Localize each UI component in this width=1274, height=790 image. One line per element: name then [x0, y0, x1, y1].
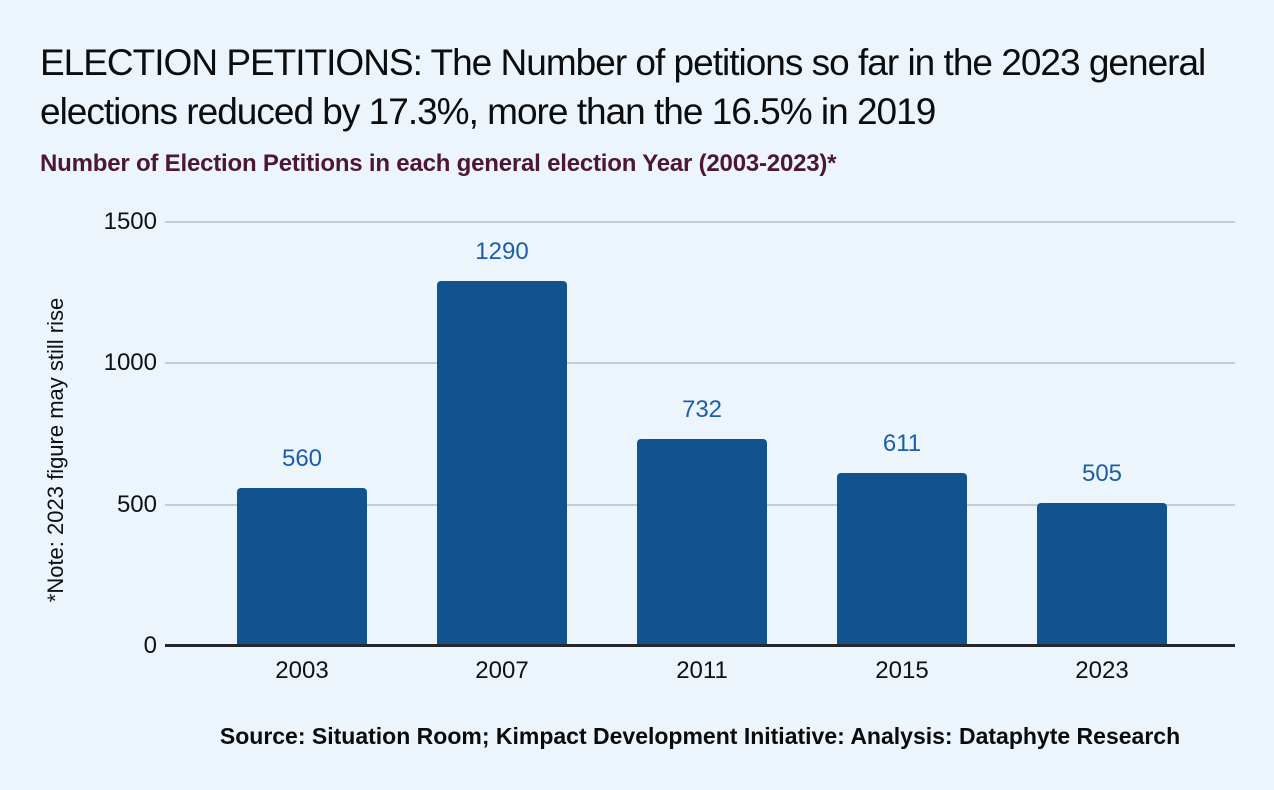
bar-value-label-2007: 1290	[475, 238, 529, 266]
bar-2007	[437, 281, 567, 646]
x-tick-label-2023: 2023	[1075, 657, 1129, 684]
bar-2011	[637, 439, 767, 646]
x-tick-label-2007: 2007	[475, 657, 529, 684]
bar-2015	[837, 473, 967, 646]
bar-value-label-2023: 505	[1081, 460, 1123, 488]
bar-2003	[237, 487, 367, 646]
y-tick-label-0: 0	[143, 632, 157, 659]
chart-headline: ELECTION PETITIONS: The Number of petiti…	[40, 42, 1206, 132]
y-tick-label-1500: 1500	[103, 208, 157, 235]
bar-value-label-2003: 560	[281, 444, 323, 472]
chart-subtitle: Number of Election Petitions in each gen…	[40, 150, 837, 177]
gridline-1000	[165, 362, 1235, 365]
bar-chart-plot-area: 560 2003 1290 2007 732 2011 611 2015 505 2023	[165, 221, 1235, 684]
x-tick-label-2011: 2011	[676, 657, 728, 684]
bar-value-label-2011: 732	[681, 396, 723, 424]
y-tick-label-500: 500	[116, 490, 157, 518]
bar-value-label-2015: 611	[882, 430, 922, 458]
x-axis-baseline	[165, 644, 1235, 647]
source-attribution: Source: Situation Room; Kimpact Developm…	[219, 723, 1181, 749]
x-tick-label-2003: 2003	[275, 657, 329, 684]
y-tick-label-1000: 1000	[103, 349, 157, 377]
bar-2023	[1037, 503, 1167, 646]
y-axis-tick-labels: 0 500 1000 1500	[0, 209, 157, 659]
x-tick-label-2015: 2015	[875, 657, 929, 684]
gridline-1500	[165, 221, 1235, 223]
